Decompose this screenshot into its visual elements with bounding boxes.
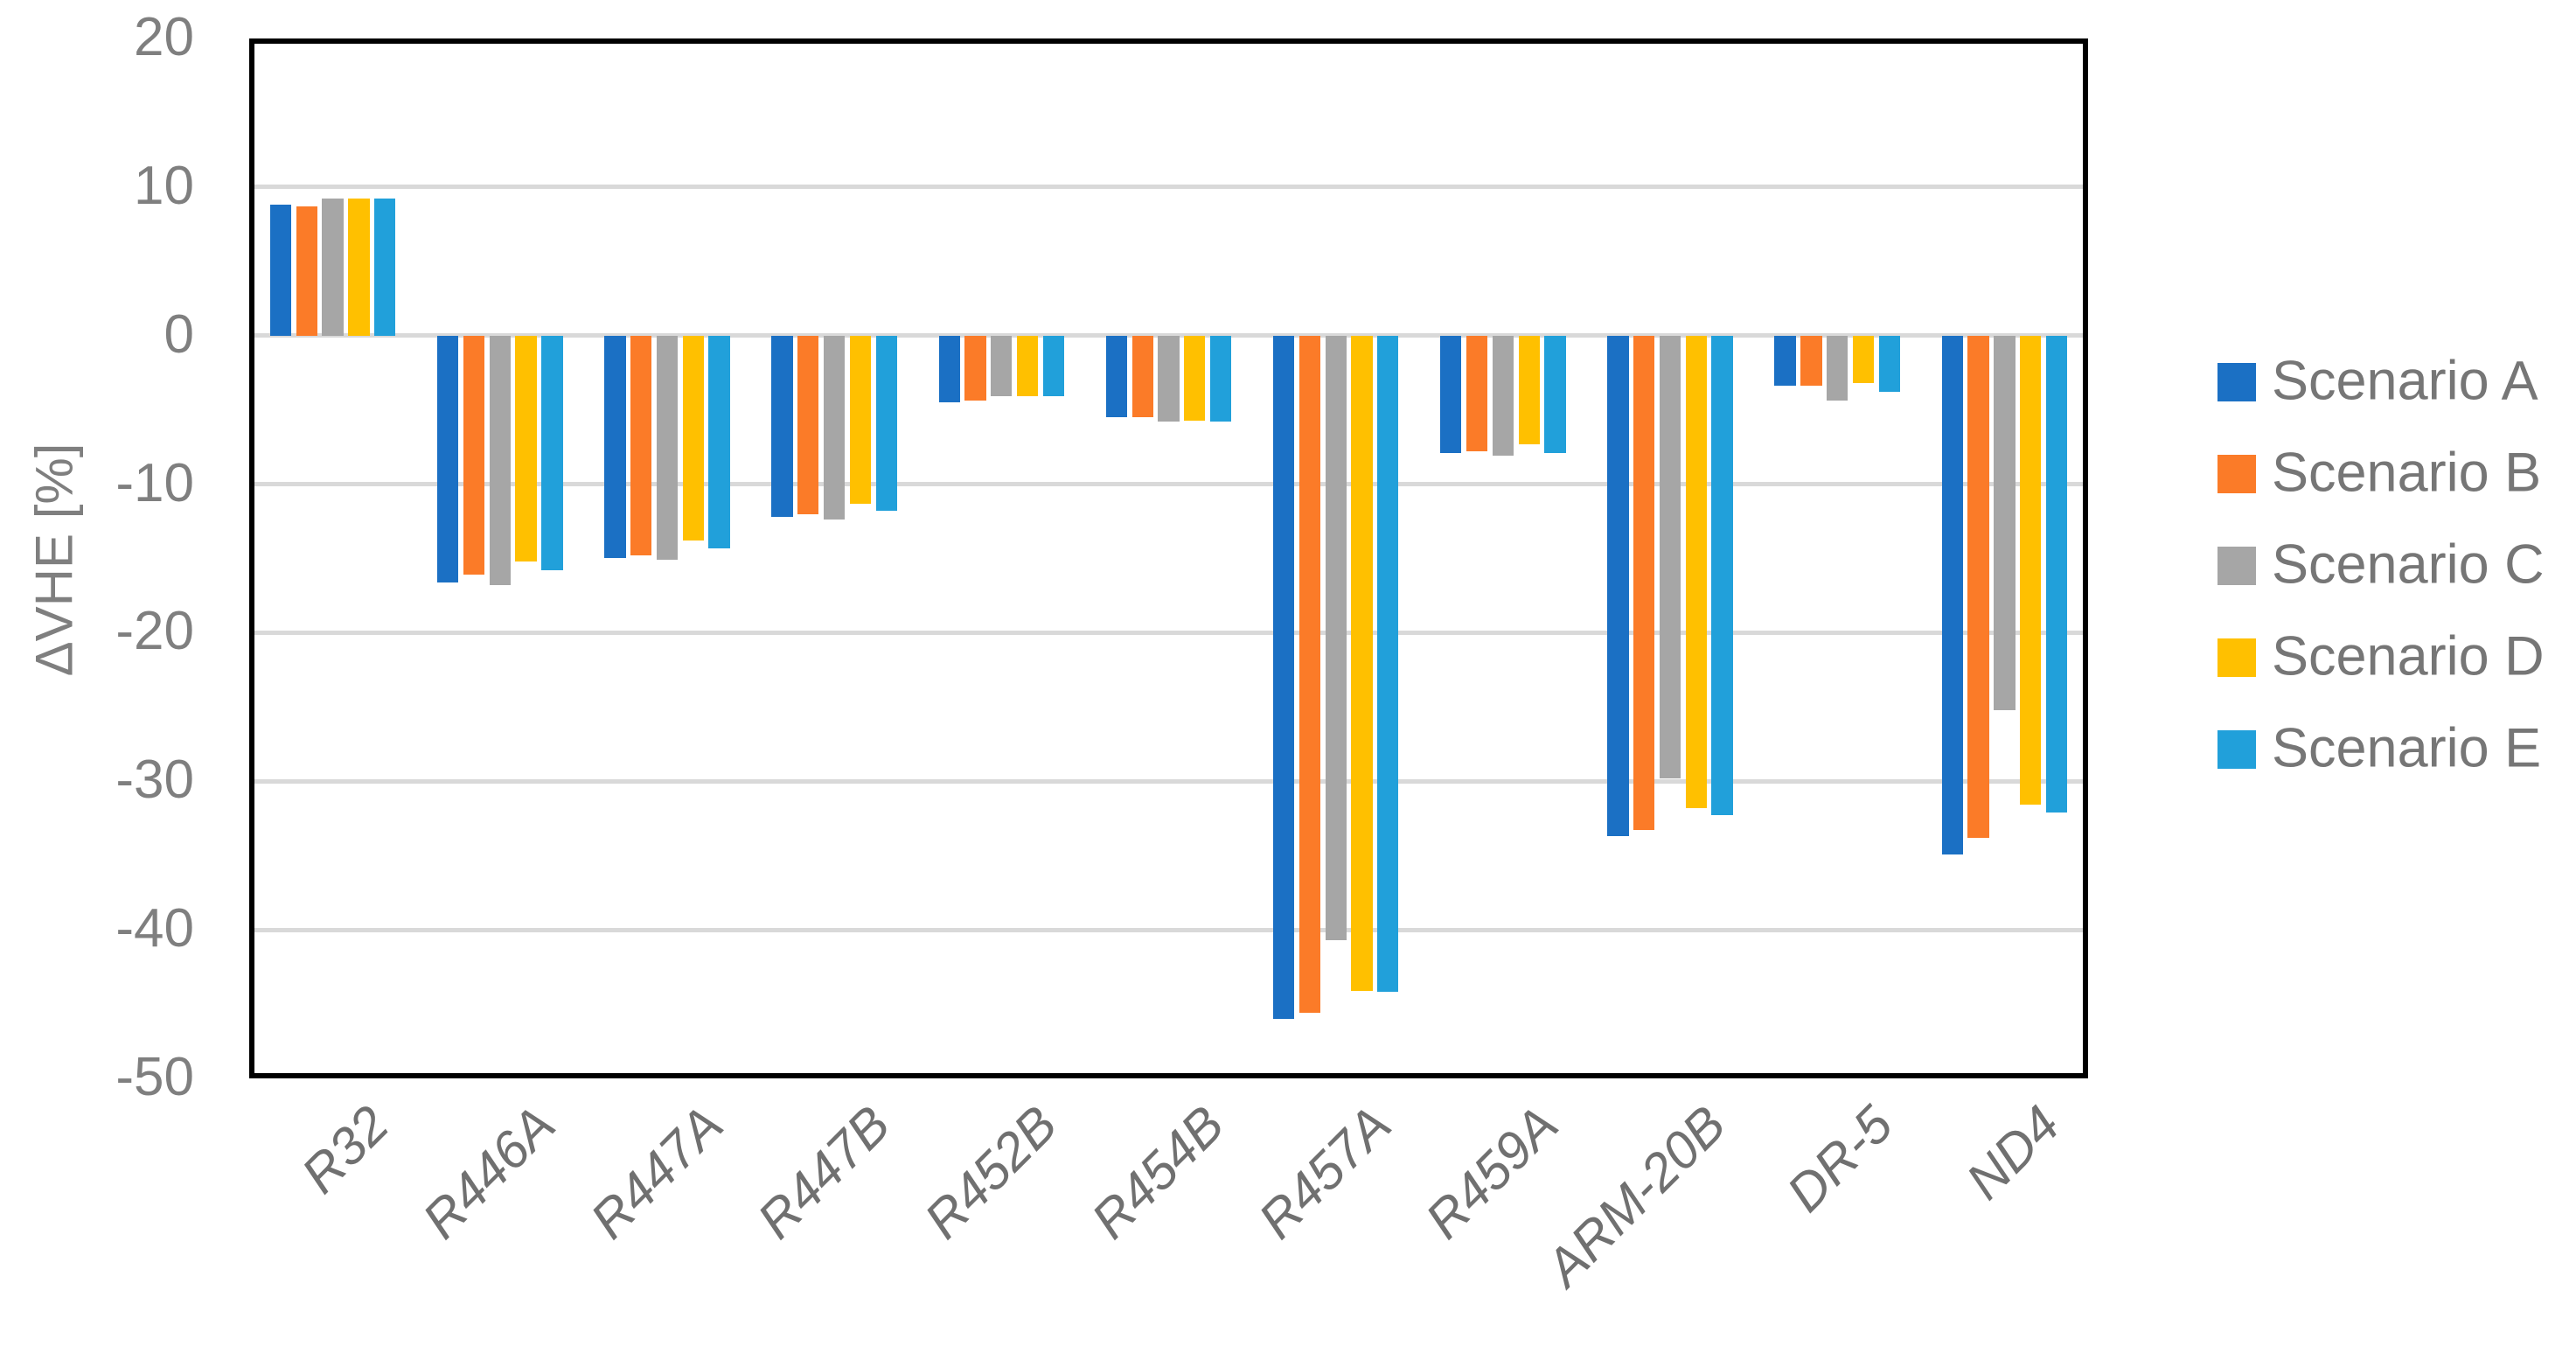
legend-label: Scenario A [2272,350,2538,412]
bar [656,335,679,561]
bar [1800,335,1822,387]
gridline [249,185,2088,190]
x-category-label: R446A [411,1094,567,1250]
bar [1325,335,1347,941]
bar [1298,335,1321,1014]
x-category-label: R452B [913,1094,1069,1250]
legend-label: Scenario C [2272,534,2545,596]
bar [1518,335,1540,444]
legend-swatch-icon [2217,455,2256,493]
y-tick-label: -10 [115,452,194,513]
bar [1827,335,1848,401]
bar [1711,335,1733,816]
legend-swatch-icon [2217,638,2256,677]
bar [1544,335,1566,453]
bar [1042,335,1065,397]
bar [1607,335,1629,837]
bar [849,335,872,504]
legend-swatch-icon [2217,730,2256,769]
gridline [249,482,2088,487]
bar [1878,335,1900,393]
bar [1967,335,1989,838]
bar [708,335,730,548]
x-category-label: R459A [1414,1094,1570,1250]
x-category-label: R454B [1080,1094,1236,1250]
bar [1184,335,1206,421]
bar [541,335,563,571]
bar [1105,335,1128,418]
bar [1492,335,1514,457]
legend-label: Scenario D [2272,625,2545,687]
bar [463,335,485,575]
gridline [249,778,2088,784]
bar [269,205,292,336]
x-category-label: DR-5 [1775,1094,1904,1224]
bar [604,335,626,559]
bar [875,335,897,512]
x-category-label: R32 [289,1094,400,1204]
gridline [249,630,2088,635]
bar [991,335,1013,397]
y-tick-label: -40 [115,898,194,959]
bar [964,335,986,401]
bar [1016,335,1039,397]
x-category-label: R457A [1247,1094,1403,1250]
legend-label: Scenario E [2272,717,2542,779]
y-tick-label: -50 [115,1047,194,1108]
x-category-label: R447B [746,1094,902,1250]
bar [938,335,960,403]
y-tick-label: -20 [115,601,194,662]
bar [437,335,459,582]
bar [630,335,652,556]
bar [1659,335,1681,778]
bar [1852,335,1875,384]
bar [1685,335,1707,808]
legend-label: Scenario B [2272,442,2542,504]
bar [1272,335,1295,1020]
bar [1774,335,1796,387]
bar [515,335,537,561]
bar [348,199,370,336]
bar [1941,335,1963,854]
bar [1994,335,2016,710]
bar [296,206,317,336]
bar [489,335,511,586]
bar [1633,335,1655,831]
bar [1351,335,1373,991]
bar [322,199,344,336]
bar [2020,335,2042,806]
bar [374,199,396,336]
bar [2045,335,2068,813]
bar [1131,335,1153,418]
bar [1377,335,1399,993]
x-category-label: ARM-20B [1534,1094,1737,1297]
x-category-label: R447A [578,1094,735,1250]
bar [1466,335,1488,452]
bar [771,335,793,517]
y-tick-label: 10 [134,155,194,216]
gridline [249,927,2088,932]
bar [1440,335,1462,453]
bar [797,335,819,514]
bar [1158,335,1180,422]
legend-swatch-icon [2217,363,2256,401]
y-tick-label: 0 [164,303,194,365]
bar [823,335,846,520]
bar [682,335,704,541]
y-tick-label: -30 [115,750,194,811]
x-category-label: ND4 [1955,1094,2071,1210]
bar [1209,335,1232,422]
y-tick-label: 20 [134,7,194,68]
legend-swatch-icon [2217,547,2256,585]
